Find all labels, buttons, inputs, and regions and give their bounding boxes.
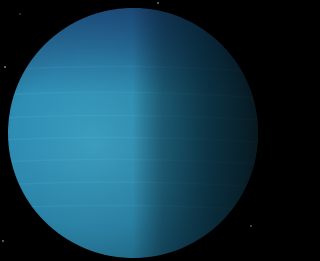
night-side <box>8 8 258 258</box>
page: (() => { const data = JSON.parse(documen… <box>0 0 259 261</box>
planet-image <box>0 0 259 261</box>
